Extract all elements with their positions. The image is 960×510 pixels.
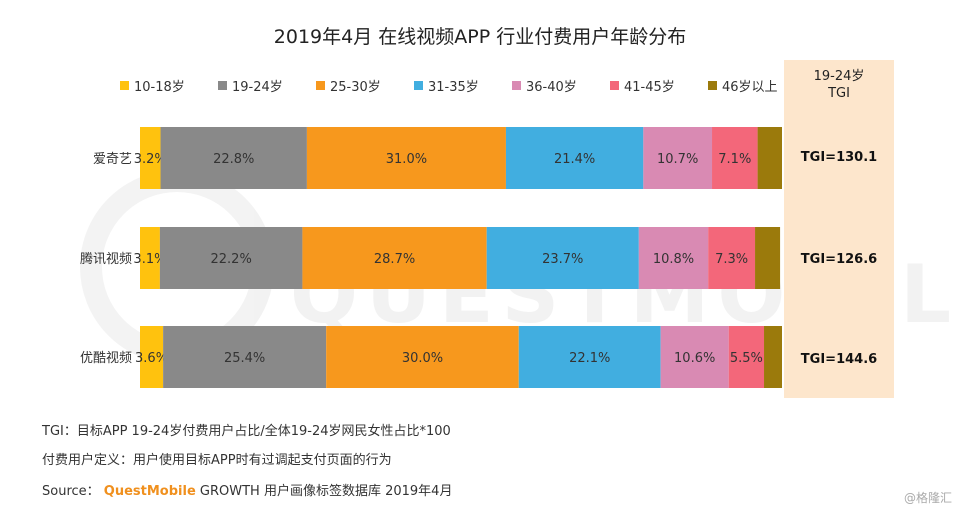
source-prefix: Source： <box>42 484 100 499</box>
footnote-paying-user-definition: 付费用户定义：用户使用目标APP时有过调起支付页面的行为 <box>42 453 392 468</box>
row-label: 腾讯视频 <box>80 251 132 267</box>
legend-item-1: 19-24岁 <box>218 76 283 95</box>
legend-item-5: 41-45岁 <box>610 76 675 95</box>
bar-segment <box>159 227 303 289</box>
legend-label: 25-30岁 <box>330 80 381 95</box>
data-label: 30.0% <box>402 351 443 366</box>
bar-segment <box>326 326 519 388</box>
data-label: 22.1% <box>569 351 610 366</box>
data-label: 23.7% <box>542 252 583 267</box>
tgi-value-tencent: TGI=126.6 <box>800 252 878 267</box>
data-label: 3.6% <box>135 351 168 366</box>
bar-segment <box>638 227 709 289</box>
chart-title: 2019年4月 在线视频APP 行业付费用户年龄分布 <box>273 26 687 48</box>
legend-swatch <box>512 81 521 90</box>
legend-item-4: 36-40岁 <box>512 76 577 95</box>
bar-segment <box>764 326 782 388</box>
data-label: 31.0% <box>386 152 427 167</box>
legend-label: 36-40岁 <box>526 80 577 95</box>
bar-segment <box>755 227 781 289</box>
bar-segment <box>712 127 758 189</box>
source-brand: QuestMobile <box>103 484 196 499</box>
legend-label: 46岁以上 <box>722 80 778 95</box>
bar-segment <box>140 326 164 388</box>
bar-segment <box>160 127 307 189</box>
data-label: 7.3% <box>715 252 748 267</box>
footnote-source: Source： QuestMobile GROWTH 用户画像标签数据库 201… <box>42 480 452 499</box>
bar-segment <box>643 127 713 189</box>
bar-segment <box>728 326 765 388</box>
bar-segment <box>757 127 782 189</box>
legend-item-3: 31-35岁 <box>414 76 479 95</box>
legend-label: 31-35岁 <box>428 80 479 95</box>
bar-segment <box>486 227 639 289</box>
data-label: 3.1% <box>133 252 166 267</box>
bar-segment <box>660 326 729 388</box>
data-label: 7.1% <box>718 152 751 167</box>
data-label: 10.7% <box>657 152 698 167</box>
data-label: 5.5% <box>730 351 763 366</box>
tgi-value-iqiyi: TGI=130.1 <box>800 150 878 165</box>
bar-segment <box>708 227 756 289</box>
tgi-header: 19-24岁 TGI <box>784 68 894 102</box>
data-label: 22.8% <box>213 152 254 167</box>
legend-swatch <box>414 81 423 90</box>
data-label: 10.6% <box>674 351 715 366</box>
source-rest: GROWTH 用户画像标签数据库 2019年4月 <box>195 484 453 499</box>
legend-label: 41-45岁 <box>624 80 675 95</box>
legend-swatch <box>316 81 325 90</box>
legend-swatch <box>120 81 129 90</box>
bar-segment <box>306 127 506 189</box>
data-label: 3.2% <box>134 152 167 167</box>
tgi-value-youku: TGI=144.6 <box>800 352 878 367</box>
row-label: 优酷视频 <box>80 351 132 366</box>
data-label: 21.4% <box>554 152 595 167</box>
tgi-panel: 19-24岁 TGI TGI=130.1 TGI=126.6 TGI=144.6 <box>784 60 894 398</box>
corner-watermark: @格隆汇 <box>903 491 952 505</box>
legend-item-2: 25-30岁 <box>316 76 381 95</box>
legend-swatch <box>610 81 619 90</box>
data-label: 22.2% <box>211 252 252 267</box>
bar-segment <box>140 227 160 289</box>
bar-segment <box>163 326 327 388</box>
bar-segment <box>302 227 487 289</box>
legend-item-0: 10-18岁 <box>120 76 185 95</box>
tgi-header-age: 19-24岁 <box>813 69 865 84</box>
legend-label: 19-24岁 <box>232 80 283 95</box>
footnote-tgi-definition: TGI：目标APP 19-24岁付费用户占比/全体19-24岁网民女性占比*10… <box>42 424 451 439</box>
data-label: 10.8% <box>653 252 694 267</box>
bar-segment <box>518 326 661 388</box>
legend-swatch <box>218 81 227 90</box>
tgi-header-label: TGI <box>828 86 850 101</box>
bar-segment <box>505 127 644 189</box>
data-label: 28.7% <box>374 252 415 267</box>
legend-item-6: 46岁以上 <box>708 76 778 95</box>
row-label: 爱奇艺 <box>93 151 132 167</box>
legend-swatch <box>708 81 717 90</box>
data-label: 25.4% <box>224 351 265 366</box>
legend-label: 10-18岁 <box>134 80 185 95</box>
bar-segment <box>140 127 161 189</box>
